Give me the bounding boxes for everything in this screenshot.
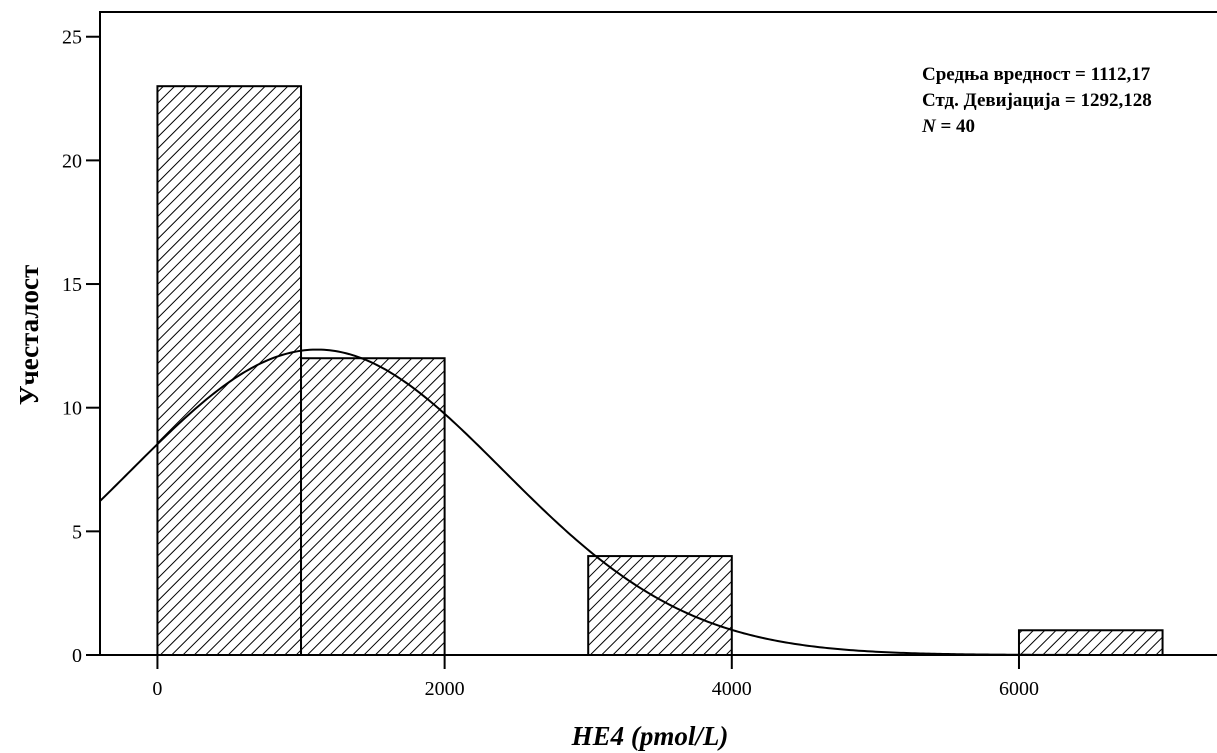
y-tick-label: 15 xyxy=(62,274,82,296)
histogram-bar xyxy=(156,85,303,656)
plot-frame xyxy=(99,11,1217,656)
x-tick-label: 4000 xyxy=(712,678,752,700)
x-tick-label: 6000 xyxy=(999,678,1039,700)
stats-mean: Средња вредност = 1112,17 xyxy=(922,64,1151,85)
stats-n: N = 40 xyxy=(921,116,975,137)
x-tick-label: 0 xyxy=(152,678,162,700)
y-axis: 0 5 10 15 20 25 xyxy=(62,27,100,667)
x-axis: 0 2000 4000 6000 xyxy=(152,655,1039,700)
x-axis-title: HE4 (pmol/L) xyxy=(571,721,729,751)
y-tick-label: 25 xyxy=(62,27,82,49)
histogram-bar xyxy=(1017,629,1164,656)
stats-std: Стд. Девијација = 1292,128 xyxy=(922,90,1152,111)
stats-n-symbol: N xyxy=(921,116,937,137)
y-tick-label: 20 xyxy=(62,150,82,172)
stats-n-value: = 40 xyxy=(936,116,975,137)
x-tick-label: 2000 xyxy=(425,678,465,700)
y-tick-label: 10 xyxy=(62,398,82,420)
y-tick-label: 5 xyxy=(72,521,82,543)
histogram-bars xyxy=(156,85,1164,656)
y-axis-title: Учесталост xyxy=(14,265,44,406)
histogram-bar xyxy=(300,357,446,656)
stats-box: Средња вредност = 1112,17 Стд. Девијациј… xyxy=(921,64,1152,137)
histogram-bar xyxy=(587,555,733,656)
y-tick-label: 0 xyxy=(72,645,82,667)
